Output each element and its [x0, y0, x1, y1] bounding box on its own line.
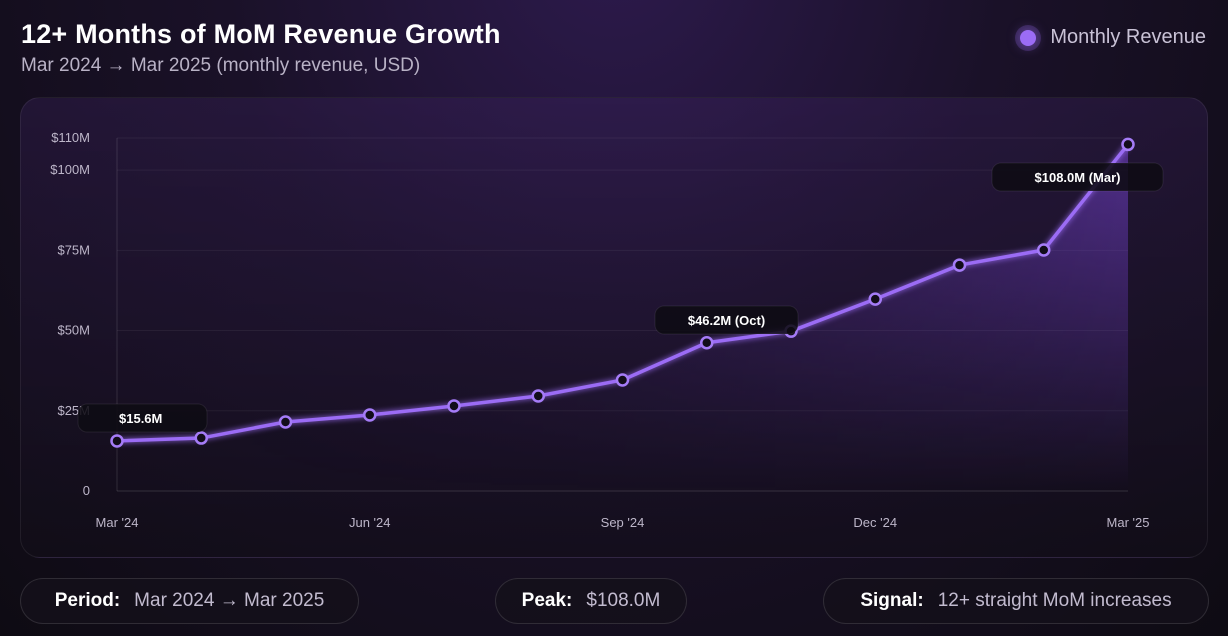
annotation-box — [77, 403, 208, 433]
area-fill — [117, 144, 1128, 491]
annotation-label: $108.0M (Mar) — [1035, 170, 1121, 185]
x-tick-label: Sep '24 — [601, 515, 645, 530]
signal-value: 12+ straight MoM increases — [937, 590, 1172, 611]
x-tick-label: Mar '24 — [96, 515, 139, 530]
data-point[interactable] — [615, 373, 630, 387]
y-tick-label: $50M — [57, 323, 90, 338]
data-point[interactable] — [194, 431, 208, 445]
data-point[interactable] — [868, 292, 882, 306]
annotation-label: $15.6M — [119, 411, 162, 426]
period-pill: Period: Mar 2024 → Mar 2025 — [20, 578, 359, 624]
data-point[interactable] — [1121, 137, 1135, 152]
legend-label: Monthly Revenue — [1050, 26, 1206, 48]
data-point[interactable] — [952, 258, 967, 272]
period-label: Period: — [54, 590, 121, 611]
signal-label: Signal: — [860, 590, 924, 611]
data-point[interactable] — [363, 408, 377, 422]
chart-subtitle: Mar 2024 → Mar 2025 (monthly revenue, US… — [21, 55, 421, 76]
legend: Monthly Revenue — [1020, 26, 1206, 49]
data-point[interactable] — [531, 389, 545, 403]
data-point[interactable] — [700, 335, 714, 350]
legend-dot-icon — [1020, 29, 1037, 46]
data-point[interactable] — [447, 399, 461, 413]
annotation-box — [991, 162, 1164, 192]
annotation-box — [654, 305, 799, 335]
y-tick-label: 0 — [83, 483, 90, 498]
period-value: Mar 2024 → Mar 2025 — [134, 590, 325, 611]
x-tick-label: Dec '24 — [853, 515, 897, 530]
peak-pill: Peak: $108.0M — [495, 578, 687, 624]
peak-value: $108.0M — [586, 590, 661, 611]
data-point[interactable] — [278, 415, 293, 429]
data-point[interactable] — [1037, 243, 1051, 257]
peak-label: Peak: — [521, 590, 573, 611]
y-tick-label: $110M — [51, 130, 90, 145]
chart-title: 12+ Months of MoM Revenue Growth — [21, 19, 501, 49]
x-tick-label: Jun '24 — [349, 515, 391, 530]
y-tick-label: $100M — [50, 162, 90, 177]
x-tick-label: Mar '25 — [1107, 515, 1150, 530]
annotation-label: $46.2M (Oct) — [688, 313, 765, 328]
signal-pill: Signal: 12+ straight MoM increases — [823, 578, 1209, 624]
y-tick-label: $75M — [57, 242, 90, 257]
data-point[interactable] — [110, 434, 124, 448]
